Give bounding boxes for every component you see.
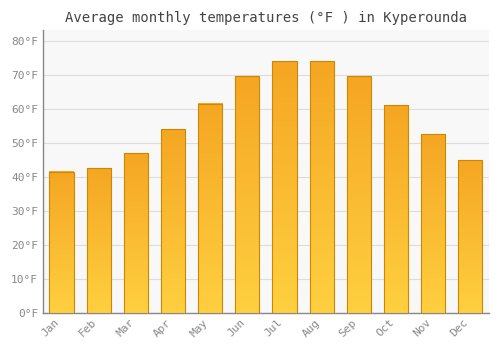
Bar: [198, 104, 222, 313]
Bar: [272, 61, 296, 313]
Bar: [236, 76, 260, 313]
Bar: [421, 134, 445, 313]
Bar: [124, 153, 148, 313]
Bar: [161, 129, 185, 313]
Bar: [347, 76, 371, 313]
Bar: [458, 160, 482, 313]
Bar: [50, 172, 74, 313]
Bar: [310, 61, 334, 313]
Bar: [384, 105, 408, 313]
Bar: [86, 168, 111, 313]
Title: Average monthly temperatures (°F ) in Kyperounda: Average monthly temperatures (°F ) in Ky…: [65, 11, 467, 25]
